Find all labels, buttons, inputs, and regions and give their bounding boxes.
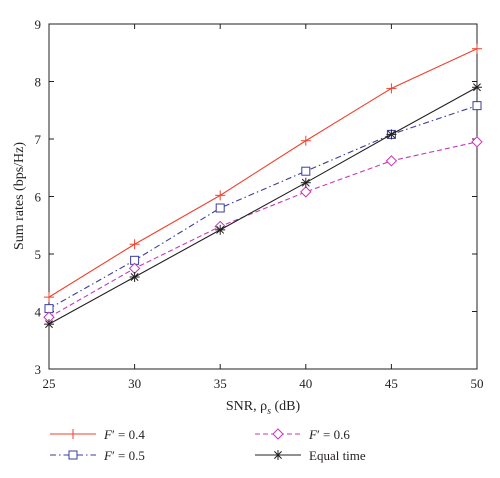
x-axis-label-unit: (dB) (271, 399, 301, 414)
x-tick-label: 30 (128, 376, 141, 391)
plus-marker (44, 292, 54, 303)
diamond-marker (128, 262, 141, 275)
x-tick-label: 45 (385, 376, 398, 391)
series-line (48, 86, 478, 325)
diamond-marker (300, 186, 312, 198)
y-tick-label: 6 (35, 190, 42, 205)
square-marker (472, 101, 482, 111)
x-axis-label-main: SNR, ρ (226, 399, 267, 414)
x-tick-label: 50 (471, 376, 484, 391)
legend-label-variable: F (103, 427, 113, 442)
series-line (48, 141, 478, 318)
y-axis-label: Sum rates (bps/Hz) (12, 142, 27, 250)
legend-item: F′ = 0.4 (50, 427, 145, 442)
y-tick-label: 4 (35, 305, 42, 320)
plus-marker (215, 190, 226, 201)
asterisk-marker (273, 450, 283, 460)
asterisk-marker (44, 319, 54, 330)
series-0 (44, 43, 482, 303)
legend-item: F′ = 0.5 (50, 448, 145, 463)
legend-label-text: Equal time (309, 448, 366, 463)
plus-marker (300, 135, 311, 146)
plus-marker (68, 429, 78, 439)
asterisk-marker (300, 177, 311, 188)
legend-label: F′ = 0.4 (103, 427, 145, 442)
y-tick-label: 7 (35, 132, 42, 147)
series-1 (44, 101, 482, 314)
plus-marker (472, 43, 482, 54)
x-tick-label: 25 (43, 376, 56, 391)
legend: F′ = 0.4 F′ = 0.6F′ = 0.5 Equal time (50, 427, 366, 463)
y-tick-label: 5 (35, 247, 42, 262)
legend-label: Equal time (309, 448, 366, 463)
legend-label: F′ = 0.5 (103, 448, 145, 463)
diamond-marker (471, 136, 483, 148)
square-marker (44, 304, 54, 314)
legend-label-text: ′ = 0.5 (112, 448, 145, 463)
series-layer (43, 43, 483, 330)
diamond-marker (272, 428, 284, 440)
square-marker (301, 166, 311, 176)
y-tick-label: 8 (35, 75, 42, 90)
series-2 (43, 136, 483, 323)
y-tick-label: 3 (35, 362, 42, 377)
x-axis-label: SNR, ρs (dB) (226, 399, 301, 417)
plus-marker (129, 239, 140, 250)
plot-frame (48, 23, 478, 370)
plus-marker (386, 83, 397, 94)
legend-label-variable: F (308, 427, 318, 442)
x-tick-label: 35 (214, 376, 227, 391)
square-marker (215, 203, 225, 213)
legend-label-text: ′ = 0.6 (317, 427, 350, 442)
asterisk-marker (129, 272, 140, 282)
series-3 (44, 82, 482, 330)
legend-item: Equal time (255, 448, 366, 463)
x-axis-label-subscript: s (267, 406, 271, 417)
asterisk-marker (386, 129, 397, 140)
asterisk-marker (215, 224, 226, 235)
legend-label: F′ = 0.6 (308, 427, 350, 442)
x-tick-label: 40 (299, 376, 312, 391)
diamond-marker (385, 155, 398, 167)
square-marker (68, 450, 78, 460)
series-line (48, 48, 478, 298)
legend-label-variable: F (103, 448, 113, 463)
asterisk-marker (472, 82, 482, 93)
series-line (48, 105, 478, 310)
legend-item: F′ = 0.6 (255, 427, 350, 442)
y-tick-label: 9 (35, 17, 42, 32)
legend-label-text: ′ = 0.4 (112, 427, 145, 442)
